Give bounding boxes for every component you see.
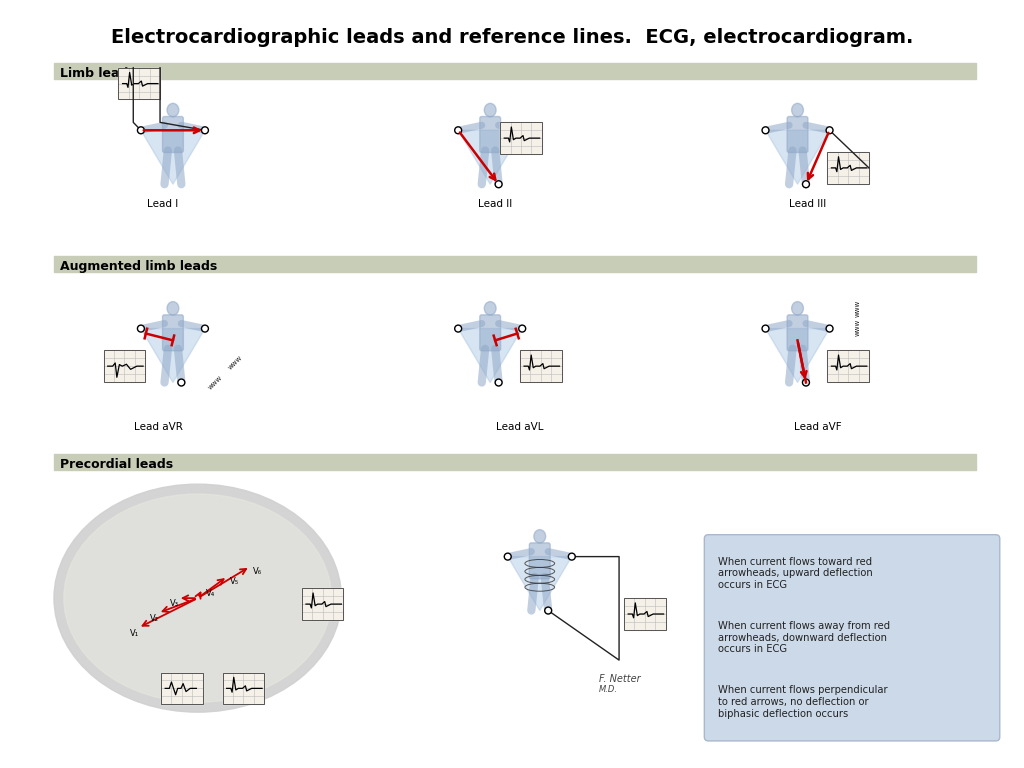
Circle shape [762,325,769,332]
Polygon shape [766,329,829,382]
Circle shape [803,379,809,386]
Bar [161,673,203,704]
Text: V₄: V₄ [206,589,215,598]
Circle shape [519,325,525,332]
Bar [500,122,542,154]
Text: M.D.: M.D. [599,685,618,694]
Bar [54,63,976,78]
Text: Lead II: Lead II [478,199,512,209]
Bar [500,122,542,154]
Bar [827,350,869,382]
Ellipse shape [63,494,332,702]
Text: Lead aVF: Lead aVF [794,422,841,432]
Ellipse shape [167,302,179,315]
Text: F. Netter: F. Netter [599,674,641,684]
Circle shape [455,325,462,332]
Circle shape [545,607,552,614]
Circle shape [762,127,769,134]
Bar [119,68,160,100]
FancyBboxPatch shape [529,543,550,579]
Text: www: www [855,319,861,336]
Circle shape [496,379,502,386]
Polygon shape [766,131,829,184]
Text: Lead III: Lead III [788,199,826,209]
Bar [119,68,160,100]
Text: Lead I: Lead I [147,199,178,209]
Ellipse shape [792,104,804,117]
Bar [54,455,976,470]
Polygon shape [141,131,205,184]
Circle shape [826,325,834,332]
Polygon shape [458,329,522,382]
Text: When current flows toward red
arrowheads, upward deflection
occurs in ECG: When current flows toward red arrowheads… [718,557,873,590]
Ellipse shape [534,530,546,543]
Bar [520,350,561,382]
Bar [520,350,561,382]
Ellipse shape [484,302,496,315]
Text: Lead aVR: Lead aVR [133,422,182,432]
Text: V₃: V₃ [170,599,179,608]
Text: When current flows perpendicular
to red arrows, no deflection or
biphasic deflec: When current flows perpendicular to red … [718,685,888,719]
Text: V₅: V₅ [230,578,240,586]
Bar [827,152,869,184]
Ellipse shape [792,302,804,315]
Ellipse shape [54,484,341,712]
FancyBboxPatch shape [163,117,183,153]
Bar [103,350,145,382]
Polygon shape [458,131,522,184]
Circle shape [137,127,144,134]
Bar [103,350,145,382]
Bar [161,673,203,704]
Text: www: www [855,300,861,316]
FancyBboxPatch shape [480,315,501,351]
Bar [302,588,343,620]
Circle shape [568,553,575,560]
Polygon shape [508,557,571,611]
Polygon shape [141,329,205,382]
FancyBboxPatch shape [480,117,501,153]
Circle shape [826,127,834,134]
Circle shape [178,379,184,386]
Text: www: www [227,355,244,371]
Ellipse shape [167,104,179,117]
Text: Augmented limb leads: Augmented limb leads [60,260,217,273]
Ellipse shape [484,104,496,117]
Text: V₂: V₂ [151,614,159,623]
Text: Limb leads: Limb leads [60,67,135,80]
Circle shape [504,553,511,560]
Circle shape [202,127,209,134]
Text: Lead aVL: Lead aVL [497,422,544,432]
Bar [222,673,264,704]
Circle shape [137,325,144,332]
Text: V₆: V₆ [253,568,262,576]
FancyBboxPatch shape [787,315,808,351]
Bar [54,256,976,272]
Bar [302,588,343,620]
FancyBboxPatch shape [787,117,808,153]
Bar [624,598,666,630]
Bar [624,598,666,630]
Text: V₁: V₁ [130,629,139,637]
Circle shape [455,127,462,134]
Text: When current flows away from red
arrowheads, downward deflection
occurs in ECG: When current flows away from red arrowhe… [718,621,890,654]
Circle shape [202,325,209,332]
FancyBboxPatch shape [705,535,999,741]
Bar [827,152,869,184]
Bar [827,350,869,382]
Circle shape [496,180,502,187]
Text: Precordial leads: Precordial leads [60,458,173,472]
Text: Electrocardiographic leads and reference lines.  ECG, electrocardiogram.: Electrocardiographic leads and reference… [111,28,913,48]
Bar [222,673,264,704]
Text: www: www [208,375,224,391]
FancyBboxPatch shape [163,315,183,351]
Circle shape [803,180,809,187]
